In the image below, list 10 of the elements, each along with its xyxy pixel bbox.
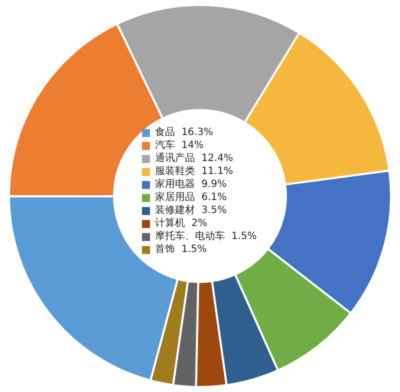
legend-label: 汽车 14% (155, 139, 204, 152)
legend-label: 家居用品 6.1% (155, 191, 227, 204)
legend-label: 通讯产品 12.4% (155, 152, 234, 165)
legend-label: 食品 16.3% (155, 126, 214, 139)
legend-label: 装修建材 3.5% (155, 204, 227, 217)
legend-label: 首饰 1.5% (155, 243, 207, 256)
legend-label: 摩托车、电动车 1.5% (155, 230, 257, 243)
legend-label: 家用电器 9.9% (155, 178, 227, 191)
legend-label: 计算机 2% (155, 217, 208, 230)
legend-label: 服装鞋类 11.1% (155, 165, 234, 178)
